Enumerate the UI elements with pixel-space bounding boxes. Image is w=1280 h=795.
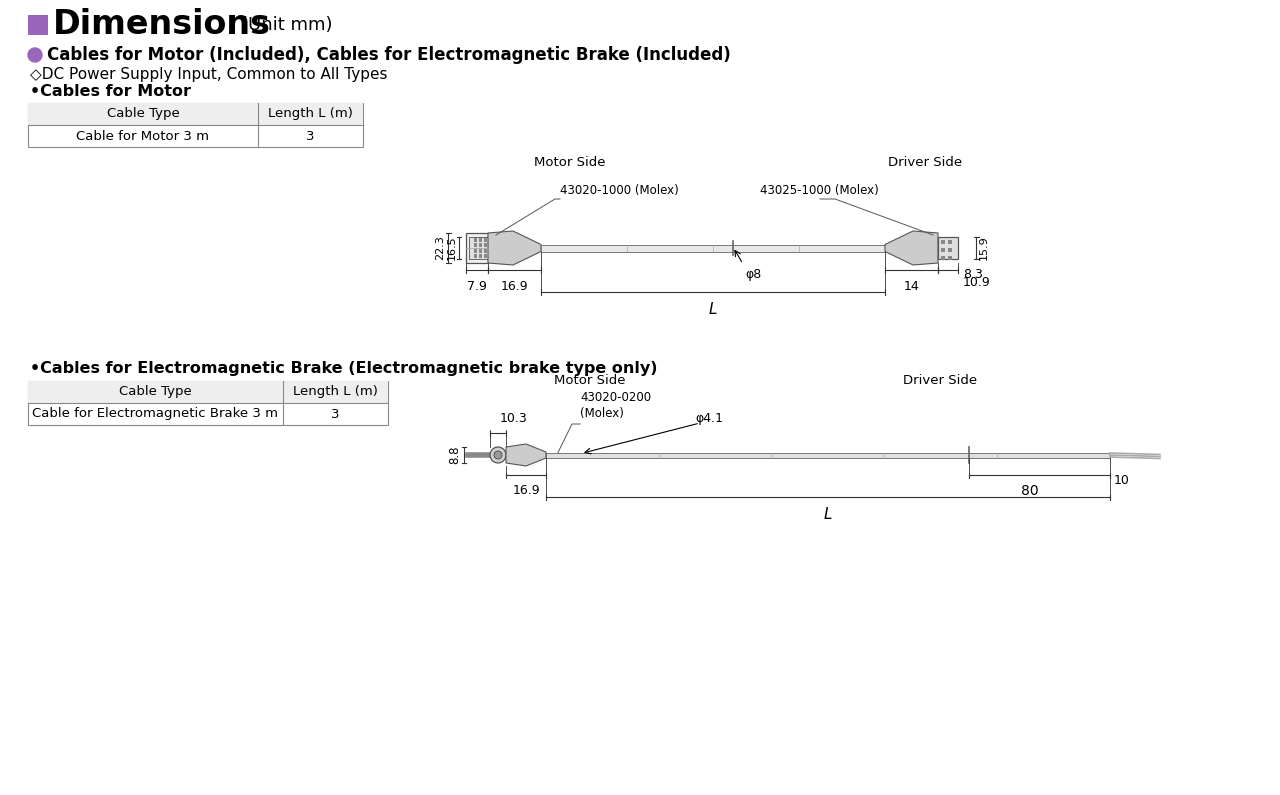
Text: •Cables for Electromagnetic Brake (Electromagnetic brake type only): •Cables for Electromagnetic Brake (Elect…	[29, 360, 658, 375]
Bar	[948, 248, 952, 252]
Text: 16.9: 16.9	[500, 280, 529, 293]
Bar	[941, 256, 945, 260]
Text: Length L (m): Length L (m)	[293, 386, 378, 398]
Text: (Unit mm): (Unit mm)	[241, 16, 333, 34]
Text: 3: 3	[306, 130, 315, 142]
Text: 16.9: 16.9	[512, 484, 540, 497]
Text: 16.5: 16.5	[447, 235, 457, 260]
Text: 14: 14	[904, 280, 919, 293]
Bar	[938, 237, 957, 259]
Bar	[479, 243, 483, 247]
Bar	[479, 254, 483, 258]
Bar	[484, 249, 486, 253]
Bar	[474, 238, 477, 242]
Bar	[541, 245, 884, 251]
Text: 22.3: 22.3	[435, 235, 445, 261]
Bar	[479, 249, 483, 253]
Polygon shape	[488, 231, 541, 265]
Bar	[474, 249, 477, 253]
Text: 3: 3	[332, 408, 339, 421]
Text: 7.9: 7.9	[467, 280, 486, 293]
Bar	[484, 243, 486, 247]
Text: 43025-1000 (Molex): 43025-1000 (Molex)	[760, 184, 879, 197]
Bar	[468, 237, 488, 259]
Text: ◇DC Power Supply Input, Common to All Types: ◇DC Power Supply Input, Common to All Ty…	[29, 67, 388, 82]
Text: φ4.1: φ4.1	[695, 412, 723, 425]
Text: •Cables for Motor: •Cables for Motor	[29, 84, 191, 99]
Text: Cable for Electromagnetic Brake 3 m: Cable for Electromagnetic Brake 3 m	[32, 408, 279, 421]
Text: L: L	[824, 507, 832, 522]
Bar	[28, 103, 364, 125]
Text: 43020-0200
(Molex): 43020-0200 (Molex)	[580, 391, 652, 420]
Text: 10: 10	[1114, 475, 1130, 487]
Bar	[28, 15, 49, 35]
Text: Motor Side: Motor Side	[554, 374, 626, 387]
Circle shape	[494, 451, 502, 459]
Bar	[474, 254, 477, 258]
Text: Driver Side: Driver Side	[888, 156, 963, 169]
Bar	[941, 248, 945, 252]
Text: φ8: φ8	[745, 268, 762, 281]
Text: Driver Side: Driver Side	[902, 374, 977, 387]
Text: Cable Type: Cable Type	[106, 107, 179, 121]
Polygon shape	[506, 444, 547, 466]
Polygon shape	[884, 231, 938, 265]
Text: 80: 80	[1020, 484, 1038, 498]
Text: L: L	[709, 302, 717, 317]
Bar	[466, 233, 488, 263]
Text: Cable Type: Cable Type	[119, 386, 192, 398]
Text: 8.8: 8.8	[448, 446, 461, 464]
Text: 15.9: 15.9	[979, 235, 989, 261]
Text: Length L (m): Length L (m)	[268, 107, 353, 121]
Bar	[28, 381, 388, 425]
Text: 10.9: 10.9	[963, 276, 991, 289]
Text: 43020-1000 (Molex): 43020-1000 (Molex)	[561, 184, 678, 197]
Bar	[948, 240, 952, 244]
Bar	[28, 103, 364, 147]
Text: 8.3: 8.3	[963, 267, 983, 281]
Bar	[484, 254, 486, 258]
Bar	[547, 452, 1110, 457]
Text: Cable for Motor 3 m: Cable for Motor 3 m	[77, 130, 210, 142]
Bar	[474, 243, 477, 247]
Text: Dimensions: Dimensions	[52, 9, 271, 41]
Bar	[948, 256, 952, 260]
Bar	[484, 238, 486, 242]
Bar	[479, 238, 483, 242]
Bar	[941, 240, 945, 244]
Text: Motor Side: Motor Side	[534, 156, 605, 169]
Circle shape	[490, 447, 506, 463]
Bar	[28, 381, 388, 403]
Text: Cables for Motor (Included), Cables for Electromagnetic Brake (Included): Cables for Motor (Included), Cables for …	[47, 46, 731, 64]
Circle shape	[28, 48, 42, 62]
Text: 10.3: 10.3	[500, 412, 527, 425]
